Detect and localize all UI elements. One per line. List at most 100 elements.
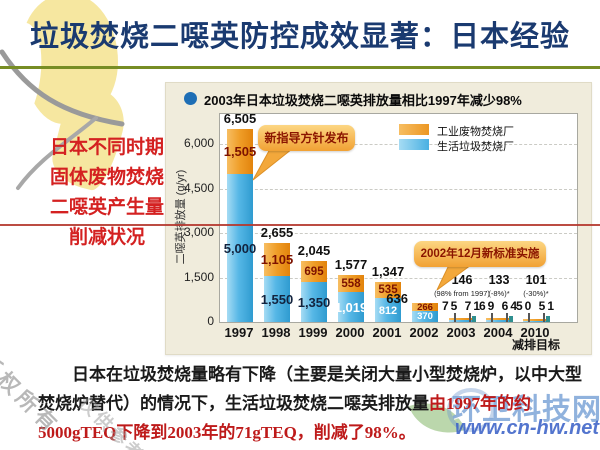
bar-segment-municipal bbox=[375, 297, 401, 322]
bar-segment-label: 695 bbox=[304, 266, 324, 279]
bar-segment-label: 266 bbox=[417, 301, 433, 313]
target-teal-mark bbox=[472, 316, 476, 322]
gridline bbox=[220, 188, 577, 190]
bar-segment-municipal bbox=[338, 291, 364, 322]
bar-1999: 1,350 695 bbox=[298, 261, 330, 322]
sidebar-line: 二噁英产生量 bbox=[49, 197, 164, 218]
sidebar-caption: 日本不同时期 固体废物焚烧 二噁英产生量 削减状况 bbox=[38, 133, 176, 253]
title-rule bbox=[0, 66, 600, 69]
bar-2002: 370 266 bbox=[412, 302, 438, 322]
y-tick-label: 0 bbox=[207, 314, 214, 328]
target-tick bbox=[454, 313, 456, 322]
bar-segment-label: 1,019 bbox=[334, 299, 368, 315]
target-tick bbox=[543, 313, 545, 322]
bar-segment-industrial bbox=[449, 317, 475, 320]
gridline bbox=[220, 277, 577, 279]
bar-1997: 5,000 1,505 bbox=[224, 129, 256, 322]
bar-2004 bbox=[486, 318, 512, 322]
bar-segment-label: 1,105 bbox=[260, 252, 294, 268]
page-title: 垃圾焚烧二噁英防控成效显著：日本经验 bbox=[29, 21, 570, 53]
legend-swatch-municipal bbox=[399, 139, 429, 150]
bar-segment-industrial bbox=[486, 318, 512, 320]
bar-total-label: 636 bbox=[386, 291, 408, 307]
x-tick-label: 1998 bbox=[261, 325, 291, 340]
summary-paragraph: 日本在垃圾焚烧量略有下降（主要是关闭大量小型焚烧炉，以中大型焚烧炉替代）的情况下… bbox=[38, 360, 590, 447]
callout-guideline: 新指导方针发布 bbox=[258, 125, 355, 151]
bar-segment-municipal bbox=[264, 276, 290, 322]
x-tick-label: 2004 bbox=[483, 325, 513, 340]
x-tick-label: 1997 bbox=[224, 325, 254, 340]
y-tick-label: 6,000 bbox=[183, 136, 214, 150]
target-tick bbox=[469, 313, 471, 322]
bar-segment-industrial bbox=[264, 243, 290, 277]
sidebar-line: 固体废物焚烧 bbox=[49, 167, 164, 188]
bar-2001: 812 535 bbox=[375, 282, 401, 322]
gridline bbox=[220, 233, 577, 234]
bar-segment-municipal bbox=[523, 320, 549, 322]
target-teal-mark bbox=[546, 316, 550, 322]
bar-1998: 1,550 1,105 bbox=[261, 243, 293, 322]
bar-segment-industrial bbox=[375, 282, 401, 298]
bar-total-label: 6,505 bbox=[223, 111, 257, 127]
bar-segment-label: 370 bbox=[417, 310, 433, 322]
callout-new-standard: 2002年12月新标准实施 bbox=[414, 241, 546, 267]
bar-segment-label: 812 bbox=[378, 304, 398, 317]
red-divider-line bbox=[0, 224, 600, 226]
bar-segment-municipal bbox=[449, 319, 475, 322]
target-pair-label: 69 64 bbox=[478, 299, 520, 313]
bar-2010 bbox=[523, 319, 549, 322]
bar-segment-label: 1,350 bbox=[297, 294, 331, 310]
bar-segment-municipal bbox=[301, 281, 327, 322]
bar-segment-municipal bbox=[486, 319, 512, 322]
target-total-label: 101 bbox=[525, 273, 547, 287]
x-axis-note: 减排目标 bbox=[511, 338, 560, 352]
bar-segment-industrial bbox=[338, 275, 364, 292]
target-tick bbox=[491, 313, 493, 322]
bar-segment-label: 558 bbox=[341, 277, 361, 290]
target-note-label: (-8%)* bbox=[488, 289, 510, 298]
bar-segment-industrial bbox=[301, 261, 327, 282]
bar-segment-industrial bbox=[227, 129, 253, 174]
y-tick-label: 3,000 bbox=[183, 225, 214, 239]
bar-segment-label: 1,505 bbox=[223, 144, 257, 160]
sidebar-line: 日本不同时期 bbox=[49, 137, 164, 158]
chart-title: 2003年日本垃圾焚烧二噁英排放量相比1997年减少98% bbox=[204, 93, 522, 108]
legend-swatch-industrial bbox=[399, 124, 429, 135]
x-tick-label: 1999 bbox=[298, 325, 328, 340]
y-tick-label: 1,500 bbox=[183, 269, 214, 284]
x-tick-label: 2001 bbox=[372, 325, 402, 340]
bar-2000: 1,019 558 bbox=[335, 275, 367, 322]
chart-panel: 2003年日本垃圾焚烧二噁英排放量相比1997年减少98% 二噁英排放量 (g/… bbox=[165, 82, 592, 355]
y-axis-title: 二噁英排放量 (g/yr) bbox=[175, 169, 187, 265]
x-tick-label: 2003 bbox=[446, 325, 476, 340]
target-tick bbox=[528, 313, 530, 322]
bar-segment-label: 1,550 bbox=[260, 291, 294, 307]
sidebar-line: 削减状况 bbox=[68, 227, 145, 248]
bar-segment-municipal bbox=[412, 311, 438, 322]
x-tick-label: 2010 bbox=[520, 325, 550, 340]
target-note-label: (-30%)* bbox=[523, 289, 549, 298]
legend-label-industrial: 工业废物焚烧厂 bbox=[437, 126, 514, 138]
target-pair-label: 75 71 bbox=[441, 299, 483, 313]
target-total-label: 133 bbox=[488, 273, 510, 287]
bar-total-label: 2,655 bbox=[260, 225, 294, 241]
bar-total-label: 1,347 bbox=[371, 264, 405, 280]
target-pair-label: 50 51 bbox=[515, 299, 557, 313]
bar-total-label: 1,577 bbox=[334, 257, 368, 273]
bar-segment-industrial bbox=[412, 303, 438, 312]
bar-2003 bbox=[449, 317, 475, 322]
x-tick-label: 2002 bbox=[409, 325, 439, 340]
gridline bbox=[220, 144, 577, 145]
bar-segment-label: 535 bbox=[378, 284, 398, 297]
x-tick-label: 2000 bbox=[335, 325, 365, 340]
y-tick-label: 4,500 bbox=[183, 180, 214, 195]
target-teal-mark bbox=[509, 316, 513, 322]
legend-label-municipal: 生活垃圾焚烧厂 bbox=[437, 141, 514, 153]
target-note-label: (98% from 1997) bbox=[434, 289, 490, 298]
bullet-circle-icon bbox=[184, 92, 197, 105]
target-tick bbox=[506, 313, 508, 322]
bar-segment-label: 5,000 bbox=[223, 240, 257, 256]
bar-total-label: 2,045 bbox=[297, 243, 331, 259]
bar-segment-industrial bbox=[523, 319, 549, 321]
